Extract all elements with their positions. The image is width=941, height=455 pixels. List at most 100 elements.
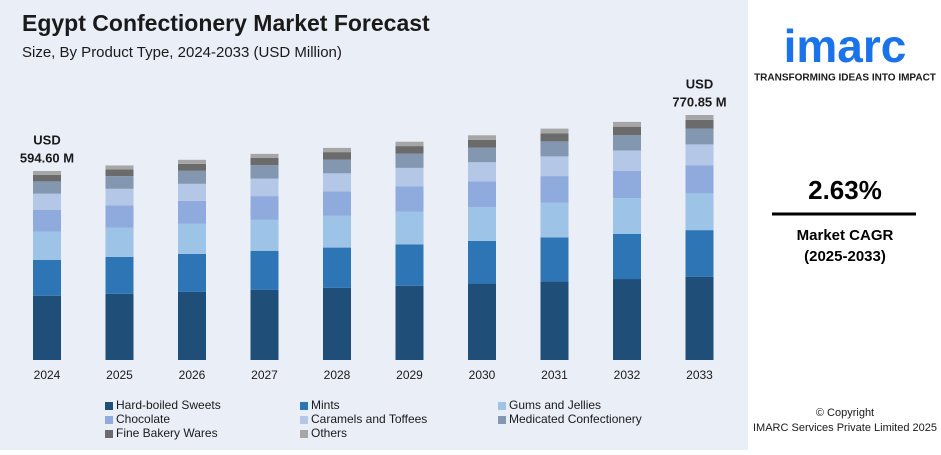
- bar-segment: [250, 250, 279, 290]
- bar-segment: [323, 147, 351, 153]
- x-tick-label: 2026: [179, 368, 206, 382]
- bar-segment: [468, 162, 496, 182]
- bar-segment: [105, 205, 134, 228]
- bar-segment: [105, 176, 134, 189]
- legend-swatch: [105, 416, 113, 424]
- bar-segment: [105, 256, 134, 294]
- bar-segment: [395, 244, 424, 286]
- chart-title: Egypt Confectionery Market Forecast: [22, 10, 430, 36]
- bar-segment: [250, 219, 279, 251]
- cagr-value: 2.63%: [808, 175, 882, 205]
- bar-segment: [613, 134, 641, 151]
- bar-segment: [178, 200, 206, 224]
- bar-segment: [105, 293, 134, 360]
- bar-segment: [395, 186, 424, 212]
- x-tick-label: 2024: [34, 368, 61, 382]
- annotation: 770.85 M: [672, 94, 726, 109]
- bar-segment: [250, 153, 279, 159]
- bar-segment: [613, 170, 641, 199]
- bar-segment: [540, 141, 569, 157]
- legend-swatch: [300, 416, 308, 424]
- x-tick-label: 2027: [251, 368, 278, 382]
- bar-segment: [33, 295, 61, 360]
- legend-label: Medicated Confectionery: [509, 412, 642, 426]
- bar-segment: [685, 165, 714, 194]
- bar-segment: [685, 115, 714, 120]
- copyright: © Copyright: [816, 407, 874, 419]
- bar-segment: [105, 165, 134, 170]
- bar-segment: [395, 141, 424, 147]
- bar-segment: [468, 240, 496, 284]
- bar-segment: [468, 147, 496, 163]
- x-tick-label: 2025: [106, 368, 133, 382]
- bar-segment: [178, 170, 206, 184]
- bar-segment: [250, 165, 279, 179]
- bar-segment: [323, 152, 351, 160]
- x-tick-label: 2031: [541, 368, 568, 382]
- bar-segment: [250, 289, 279, 360]
- bar-segment: [33, 181, 61, 194]
- bar-segment: [178, 253, 206, 292]
- bar-segment: [540, 128, 569, 134]
- bar-segment: [395, 146, 424, 154]
- bar-segment: [105, 188, 134, 206]
- bar-segment: [33, 209, 61, 232]
- bar-segment: [323, 159, 351, 174]
- bar-segment: [33, 193, 61, 210]
- cagr-period: (2025-2033): [804, 248, 886, 265]
- bar-segment: [540, 176, 569, 203]
- legend-label: Mints: [311, 398, 340, 412]
- legend-swatch: [105, 402, 113, 410]
- x-tick-label: 2033: [686, 368, 713, 382]
- bar-segment: [105, 227, 134, 257]
- bar-segment: [323, 247, 351, 288]
- x-tick-label: 2032: [614, 368, 641, 382]
- bar-segment: [250, 196, 279, 220]
- annotation: USD: [33, 132, 60, 147]
- x-tick-label: 2030: [469, 368, 496, 382]
- legend-label: Others: [311, 426, 347, 440]
- chart-subtitle: Size, By Product Type, 2024-2033 (USD Mi…: [22, 44, 342, 61]
- bar-segment: [540, 202, 569, 238]
- bar-segment: [250, 178, 279, 197]
- bar-segment: [685, 119, 714, 129]
- annotation: USD: [686, 76, 713, 91]
- sidebar-panel: [748, 0, 941, 450]
- bar-segment: [685, 193, 714, 231]
- bar-segment: [178, 163, 206, 171]
- legend-swatch: [300, 402, 308, 410]
- annotation: 594.60 M: [20, 150, 74, 165]
- x-tick-label: 2028: [324, 368, 351, 382]
- bar-segment: [33, 171, 61, 175]
- bar-segment: [323, 287, 351, 360]
- bar-segment: [613, 233, 641, 280]
- bar-segment: [178, 183, 206, 201]
- bar-segment: [178, 291, 206, 360]
- bar-segment: [613, 279, 641, 360]
- logo: imarc: [784, 20, 907, 72]
- bar-segment: [395, 153, 424, 168]
- legend-label: Fine Bakery Wares: [116, 426, 218, 440]
- legend-label: Hard-boiled Sweets: [116, 398, 221, 412]
- bar-segment: [33, 174, 61, 182]
- bar-segment: [685, 144, 714, 166]
- bar-segment: [468, 135, 496, 140]
- bar-segment: [468, 181, 496, 208]
- legend-swatch: [498, 402, 506, 410]
- bar-segment: [395, 167, 424, 187]
- legend-label: Chocolate: [116, 412, 170, 426]
- bar-segment: [323, 191, 351, 216]
- bar-segment: [250, 158, 279, 166]
- bar-segment: [613, 150, 641, 171]
- bar-segment: [33, 259, 61, 296]
- bar-segment: [178, 223, 206, 254]
- bar-segment: [33, 231, 61, 260]
- bar-segment: [468, 207, 496, 241]
- bar-segment: [105, 169, 134, 177]
- legend-swatch: [105, 430, 113, 438]
- bar-segment: [540, 281, 569, 360]
- bar-segment: [395, 285, 424, 360]
- bar-segment: [540, 237, 569, 282]
- company: IMARC Services Private Limited 2025: [753, 422, 937, 434]
